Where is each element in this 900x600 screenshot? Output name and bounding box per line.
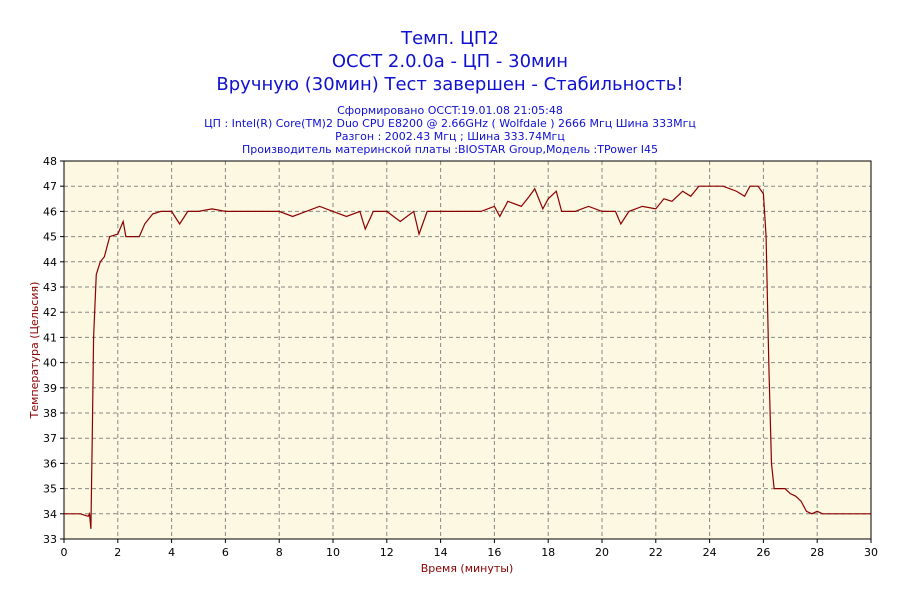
plot-area: [63, 160, 872, 540]
x-tick-label: 30: [864, 546, 878, 559]
y-tick-label: 40: [43, 357, 57, 370]
x-tick-label: 22: [649, 546, 663, 559]
x-tick-label: 12: [380, 546, 394, 559]
y-tick-label: 46: [43, 205, 57, 218]
x-tick-label: 16: [487, 546, 501, 559]
y-tick-label: 42: [43, 306, 57, 319]
chart-status: Вручную (30мин) Тест завершен - Стабильн…: [216, 74, 683, 95]
y-tick-label: 48: [43, 155, 57, 168]
x-tick-label: 6: [222, 546, 229, 559]
y-tick-label: 44: [43, 256, 57, 269]
x-tick-label: 28: [810, 546, 824, 559]
plot-border: [63, 160, 872, 540]
info-line: ЦП : Intel(R) Core(TM)2 Duo CPU E8200 @ …: [204, 117, 696, 130]
y-tick-label: 47: [43, 180, 57, 193]
x-tick-label: 4: [168, 546, 175, 559]
x-tick-label: 18: [541, 546, 555, 559]
x-tick-label: 2: [114, 546, 121, 559]
y-tick-label: 39: [43, 382, 57, 395]
y-tick-label: 36: [43, 457, 57, 470]
x-tick-label: 24: [703, 546, 717, 559]
temperature-line: [64, 185, 871, 529]
y-tick-label: 37: [43, 432, 57, 445]
chart-title: Темп. ЦП2: [400, 28, 499, 49]
x-axis-label: Время (минуты): [421, 562, 514, 575]
y-tick-label: 38: [43, 407, 57, 420]
y-tick-label: 33: [43, 533, 57, 546]
info-line: Сформировано OCCT:19.01.08 21:05:48: [337, 104, 563, 117]
y-tick-label: 45: [43, 231, 57, 244]
y-tick-label: 34: [43, 508, 57, 521]
x-tick-label: 20: [595, 546, 609, 559]
x-tick-label: 10: [326, 546, 340, 559]
y-tick-label: 43: [43, 281, 57, 294]
info-line: Разгон : 2002.43 Мгц ; Шина 333.74Мгц: [335, 130, 565, 143]
y-tick-label: 41: [43, 331, 57, 344]
y-tick-label: 35: [43, 483, 57, 496]
x-tick-label: 26: [756, 546, 770, 559]
chart-subtitle: OCCT 2.0.0a - ЦП - 30мин: [332, 51, 568, 72]
info-line: Производитель материнской платы :BIOSTAR…: [242, 143, 658, 156]
x-tick-label: 8: [276, 546, 283, 559]
y-axis-label: Температура (Цельсия): [28, 282, 41, 420]
x-tick-label: 0: [61, 546, 68, 559]
x-tick-label: 14: [434, 546, 448, 559]
